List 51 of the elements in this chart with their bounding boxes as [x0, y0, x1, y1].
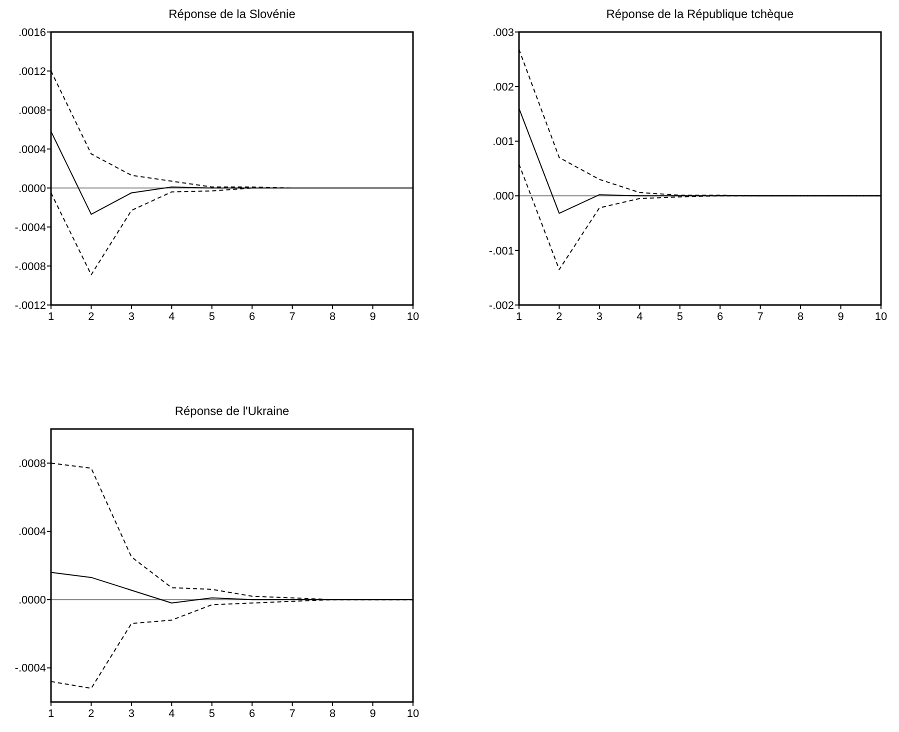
x-tick-label: 5: [208, 708, 215, 720]
y-tick-label: .0008: [18, 104, 46, 117]
x-tick-label: 10: [406, 708, 420, 720]
x-tick-label: 7: [757, 311, 764, 323]
y-tick-label: .0004: [18, 526, 46, 538]
y-tick-label: -.0008: [14, 260, 46, 273]
x-tick-label: 5: [208, 311, 215, 323]
x-tick-label: 6: [249, 311, 256, 323]
y-tick-label: .0016: [18, 26, 46, 39]
y-tick-label: .0000: [18, 594, 46, 606]
y-tick-label: .000: [492, 190, 514, 203]
x-tick-label: 6: [249, 708, 256, 720]
x-tick-label: 2: [88, 708, 94, 720]
y-tick-label: .003: [492, 26, 514, 39]
x-tick-label: 4: [168, 311, 175, 323]
y-tick-label: .0000: [18, 182, 46, 195]
chart-title: Réponse de la Slovénie: [168, 7, 296, 21]
x-tick-label: 3: [128, 311, 135, 323]
x-tick-label: 2: [556, 311, 562, 323]
chart-title: Réponse de la République tchèque: [606, 7, 794, 21]
y-tick-label: .002: [492, 81, 514, 94]
y-tick-label: .0008: [18, 458, 46, 470]
x-tick-label: 5: [676, 311, 683, 323]
x-tick-label: 8: [329, 708, 336, 720]
x-tick-label: 4: [636, 311, 643, 323]
x-tick-label: 1: [516, 311, 522, 323]
y-tick-label: -.0004: [14, 222, 46, 234]
x-tick-label: 1: [48, 311, 54, 323]
y-tick-label: -.0004: [14, 662, 46, 675]
y-tick-label: .0012: [18, 66, 46, 78]
x-tick-label: 3: [596, 311, 603, 323]
chart-title: Réponse de l'Ukraine: [174, 404, 290, 418]
x-tick-label: 6: [717, 311, 724, 323]
x-tick-label: 2: [88, 311, 94, 323]
y-tick-label: .0004: [18, 144, 46, 156]
x-tick-label: 1: [48, 708, 54, 720]
y-tick-label: -.002: [488, 300, 514, 312]
x-tick-label: 10: [874, 311, 888, 323]
y-tick-label: -.001: [488, 245, 514, 258]
x-tick-label: 9: [370, 708, 376, 720]
x-tick-label: 10: [406, 311, 420, 323]
x-tick-label: 3: [128, 708, 135, 720]
x-tick-label: 7: [289, 311, 296, 323]
y-tick-label: -.0012: [14, 300, 46, 312]
y-tick-label: .001: [492, 136, 514, 148]
x-tick-label: 9: [370, 311, 376, 323]
x-tick-label: 4: [168, 708, 175, 720]
x-tick-label: 8: [329, 311, 336, 323]
x-tick-label: 9: [838, 311, 844, 323]
x-tick-label: 7: [289, 708, 296, 720]
x-tick-label: 8: [797, 311, 804, 323]
